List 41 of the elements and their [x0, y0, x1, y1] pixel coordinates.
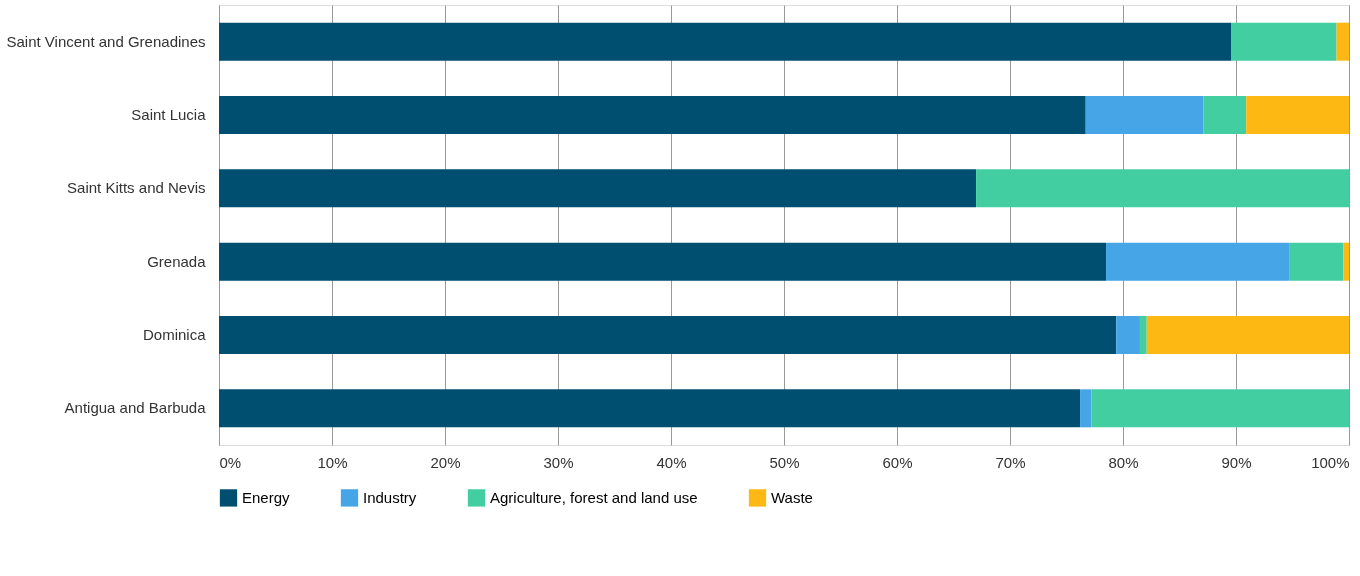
bar [1080, 389, 1092, 428]
bar [1289, 242, 1344, 281]
x-tick-label: 60% [882, 453, 913, 471]
bar [1203, 96, 1247, 134]
bar [976, 169, 1349, 208]
bar [1085, 96, 1204, 134]
bar [1146, 316, 1349, 354]
y-tick-label: Saint Lucia [131, 106, 207, 123]
y-tick-label: Grenada [147, 252, 207, 270]
x-tick-label: 80% [1108, 453, 1139, 471]
bar [219, 96, 1086, 134]
x-tick-label: 100% [1311, 453, 1350, 471]
legend-label: Industry [363, 488, 417, 506]
x-tick-label: 40% [656, 453, 687, 471]
y-tick-label: Saint Kitts and Nevis [67, 179, 206, 197]
bar [219, 316, 1117, 354]
legend-label: Waste [771, 488, 813, 506]
bar [219, 169, 977, 208]
bar [1336, 22, 1349, 61]
x-tick-label: 50% [769, 453, 800, 471]
x-tick-label: 30% [543, 453, 574, 471]
x-tick-label: 10% [317, 453, 348, 471]
bar [1116, 316, 1140, 354]
bar [219, 389, 1081, 428]
x-tick-label: 70% [995, 453, 1026, 471]
bar [1139, 316, 1147, 354]
legend-label: Agriculture, forest and land use [490, 488, 698, 506]
y-tick-label: Dominica [142, 326, 207, 343]
bar [219, 242, 1107, 281]
bar [1231, 22, 1337, 61]
bar [219, 22, 1232, 61]
bar [1343, 242, 1349, 281]
bar [1106, 242, 1290, 281]
x-tick-label: 0% [219, 453, 242, 471]
bar [1246, 96, 1349, 134]
y-tick-label: Saint Vincent and Grenadines [6, 32, 206, 50]
legend-label: Energy [242, 488, 291, 506]
y-tick-label: Antigua and Barbuda [64, 399, 207, 417]
x-tick-label: 90% [1221, 453, 1252, 471]
bar [1091, 389, 1349, 428]
x-tick-label: 20% [430, 453, 461, 471]
